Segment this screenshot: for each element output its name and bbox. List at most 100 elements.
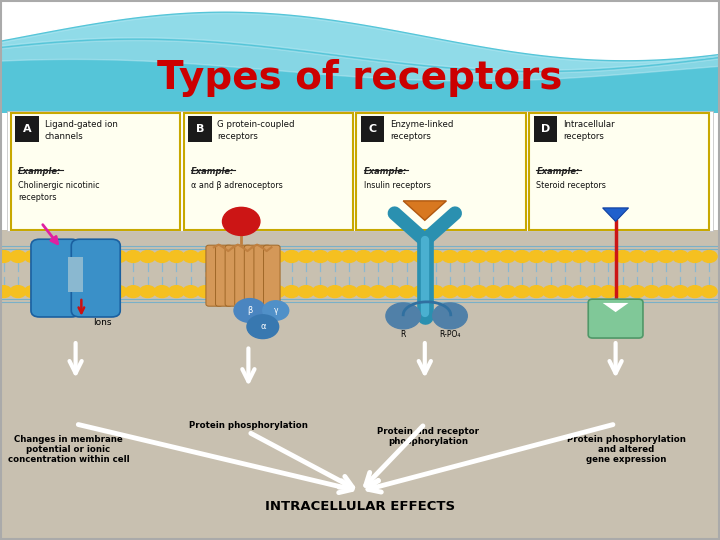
Text: Enzyme-linked
receptors: Enzyme-linked receptors [390,120,454,141]
FancyBboxPatch shape [31,239,80,317]
Bar [188,116,212,142]
Bar [7,111,713,231]
Circle shape [140,251,156,262]
Circle shape [370,251,386,262]
FancyBboxPatch shape [254,245,271,306]
Text: Protein phosphorylation
and altered
gene expression: Protein phosphorylation and altered gene… [567,435,686,464]
Text: α and β adrenoceptors: α and β adrenoceptors [191,181,282,190]
Circle shape [629,251,645,262]
Circle shape [485,251,501,262]
Circle shape [125,286,141,298]
Circle shape [687,251,703,262]
Circle shape [644,251,660,262]
Circle shape [356,251,372,262]
Circle shape [658,286,674,298]
Text: Ligand-gated ion
channels: Ligand-gated ion channels [45,120,117,141]
Circle shape [212,251,228,262]
Text: INTRACELLULAR EFFECTS: INTRACELLULAR EFFECTS [265,500,455,513]
Circle shape [327,286,343,298]
FancyBboxPatch shape [264,245,280,306]
Circle shape [24,286,40,298]
Circle shape [572,251,588,262]
Circle shape [341,286,357,298]
Circle shape [0,286,12,298]
Text: Protein phosphorylation: Protein phosphorylation [189,421,308,430]
Circle shape [456,286,472,298]
Text: Protein and receptor
phosphorylation: Protein and receptor phosphorylation [377,427,480,446]
FancyBboxPatch shape [71,239,120,317]
Text: Example:: Example: [364,167,407,177]
Text: G protein-coupled
receptors: G protein-coupled receptors [217,120,295,141]
Circle shape [284,251,300,262]
Text: Intracellular
receptors: Intracellular receptors [563,120,615,141]
Text: R-PO₄: R-PO₄ [439,330,461,339]
Circle shape [500,286,516,298]
Circle shape [284,286,300,298]
Circle shape [370,286,386,298]
Circle shape [644,286,660,298]
Circle shape [183,286,199,298]
Circle shape [222,207,260,235]
FancyBboxPatch shape [11,113,180,230]
Circle shape [600,251,616,262]
Circle shape [341,251,357,262]
Circle shape [528,251,544,262]
Bar [361,116,384,142]
Circle shape [24,251,40,262]
Bar [68,256,83,292]
FancyBboxPatch shape [244,245,261,306]
Circle shape [386,303,420,329]
Circle shape [111,251,127,262]
FancyBboxPatch shape [235,245,251,306]
Circle shape [125,251,141,262]
Circle shape [234,299,266,322]
Circle shape [428,251,444,262]
Text: B: B [196,124,204,134]
Circle shape [433,303,467,329]
Circle shape [485,286,501,298]
Text: Insulin receptors: Insulin receptors [364,181,431,190]
FancyBboxPatch shape [184,113,353,230]
Circle shape [240,286,256,298]
Circle shape [672,286,688,298]
Circle shape [10,286,26,298]
Text: Types of receptors: Types of receptors [157,59,563,97]
Circle shape [140,286,156,298]
Circle shape [672,251,688,262]
FancyBboxPatch shape [215,245,232,306]
Circle shape [255,251,271,262]
Circle shape [356,286,372,298]
Circle shape [39,286,55,298]
Circle shape [53,286,69,298]
Text: Example:: Example: [191,167,234,177]
Text: β: β [247,306,253,315]
Text: Steroid receptors: Steroid receptors [536,181,606,190]
Circle shape [197,251,213,262]
Circle shape [298,286,314,298]
Circle shape [53,251,69,262]
Circle shape [269,251,285,262]
Circle shape [413,251,429,262]
Circle shape [586,286,602,298]
Circle shape [10,251,26,262]
Circle shape [312,286,328,298]
Circle shape [528,286,544,298]
Circle shape [514,286,530,298]
Circle shape [586,251,602,262]
Circle shape [557,286,573,298]
Polygon shape [603,303,629,312]
Circle shape [572,286,588,298]
Circle shape [615,251,631,262]
Text: D: D [541,124,550,134]
Circle shape [442,251,458,262]
Bar [15,116,39,142]
Circle shape [471,286,487,298]
Text: C: C [369,124,377,134]
Text: Cholinergic nicotinic
receptors: Cholinergic nicotinic receptors [18,181,99,202]
Circle shape [212,286,228,298]
Circle shape [183,251,199,262]
Circle shape [399,251,415,262]
Text: Ions: Ions [94,318,112,327]
Circle shape [384,251,400,262]
Circle shape [154,286,170,298]
